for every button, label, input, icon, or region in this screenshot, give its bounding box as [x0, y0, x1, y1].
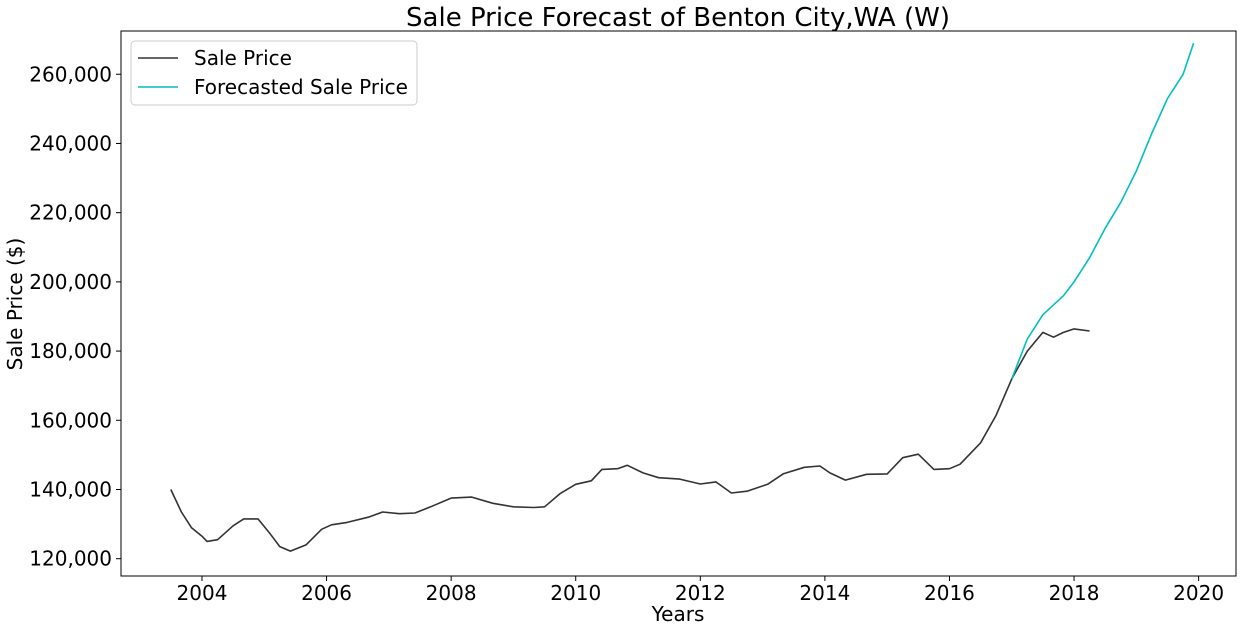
y-tick-label: 220,000 [29, 201, 112, 225]
x-tick-label: 2018 [1049, 581, 1100, 605]
legend-label-1: Sale Price [194, 46, 292, 70]
x-tick-label: 2020 [1173, 581, 1224, 605]
x-tick-label: 2008 [426, 581, 477, 605]
plot-frame [120, 30, 1237, 577]
x-tick-label: 2016 [924, 581, 975, 605]
y-tick-label: 260,000 [29, 62, 112, 86]
y-tick-label: 140,000 [29, 477, 112, 501]
chart-title: Sale Price Forecast of Benton City,WA (W… [406, 3, 950, 33]
axis-ticks: 2004 2006 2008 2010 2012 2014 2016 2018 2020 120,… [29, 62, 1224, 605]
legend-label-2: Forecasted Sale Price [194, 75, 408, 99]
x-tick-label: 2010 [550, 581, 601, 605]
series-line-1 [170, 328, 1090, 552]
x-axis-label: Years [651, 602, 705, 626]
series-line-2 [1011, 42, 1195, 380]
legend: Sale Price Forecasted Sale Price [130, 40, 418, 106]
y-tick-label: 180,000 [29, 339, 112, 363]
y-tick-label: 120,000 [29, 547, 112, 571]
x-tick-label: 2012 [675, 581, 726, 605]
x-tick-label: 2014 [799, 581, 850, 605]
y-tick-label: 200,000 [29, 270, 112, 294]
series-lines [170, 42, 1195, 552]
x-tick-label: 2006 [301, 581, 352, 605]
y-tick-label: 160,000 [29, 408, 112, 432]
legend-box [130, 40, 418, 106]
y-axis-label: Sale Price ($) [3, 238, 27, 371]
x-tick-label: 2004 [177, 581, 228, 605]
y-tick-label: 240,000 [29, 131, 112, 155]
